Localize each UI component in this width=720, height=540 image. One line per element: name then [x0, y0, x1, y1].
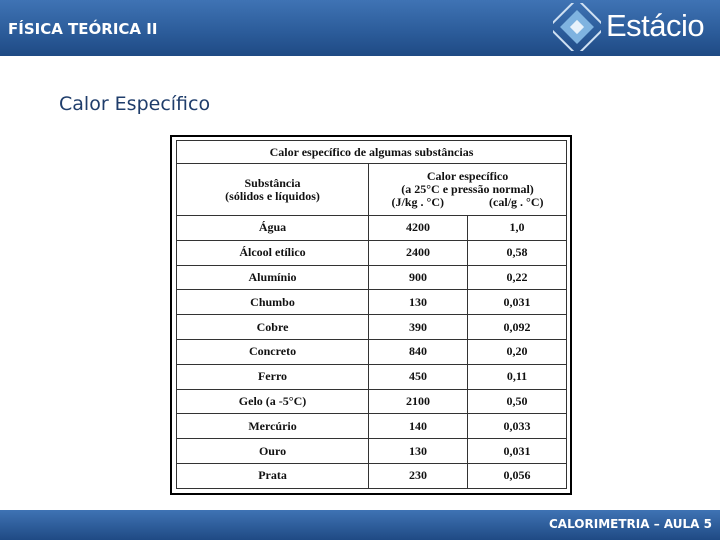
table: Calor específico de algumas substâncias …	[175, 140, 568, 489]
table-cell: 0,092	[466, 314, 568, 340]
table-cell: Gelo (a -5°C)	[175, 388, 370, 415]
table-caption: Calor específico de algumas substâncias	[176, 140, 567, 164]
table-row: Ouro 130 0,031	[175, 438, 568, 464]
footer-bar: CALORIMETRIA – AULA 5	[0, 510, 720, 540]
header-row: Substância (sólidos e líquidos) Calor espe…	[175, 163, 567, 216]
substance-header: Substância (sólidos e líquidos)	[175, 163, 370, 216]
table-cell: Mercúrio	[175, 413, 370, 440]
header-bar: FÍSICA TEÓRICA II Estácio	[0, 0, 720, 56]
course-title: FÍSICA TEÓRICA II	[8, 20, 158, 38]
table-row: Alumínio 900 0,22	[175, 264, 568, 291]
header-line: Substância	[244, 175, 301, 190]
table-cell: Álcool etílico	[175, 239, 370, 266]
unit: (J/kg . °C)	[391, 195, 445, 209]
logo-icon	[553, 3, 601, 51]
table-cell: 2100	[368, 388, 468, 415]
unit: (cal/g . °C)	[489, 195, 544, 209]
table-cell: 390	[368, 314, 468, 340]
table-cell: 140	[368, 413, 468, 440]
table-row: Água 4200 1,0	[175, 215, 568, 241]
header-line: (a 25°C e pressão normal)	[401, 182, 534, 196]
table-cell: Concreto	[175, 338, 370, 365]
table-cell: 130	[368, 289, 468, 316]
table-cell: 1,0	[466, 215, 568, 241]
table-cell: 0,031	[466, 289, 568, 316]
table-row: Ferro 450 0,11	[175, 363, 568, 390]
table-row: Álcool etílico 2400 0,58	[175, 239, 568, 266]
table-cell: 450	[368, 363, 468, 390]
header-line: (sólidos e líquidos)	[225, 188, 320, 203]
table-cell: 0,50	[466, 388, 568, 415]
table-cell: Alumínio	[175, 264, 370, 291]
table-cell: 230	[368, 462, 468, 489]
table-cell: 0,22	[466, 264, 568, 291]
table-cell: 0,58	[466, 239, 568, 266]
table-row: Mercúrio 140 0,033	[175, 413, 568, 440]
table-cell: 0,11	[466, 363, 568, 390]
table-cell: 840	[368, 338, 468, 365]
table-cell: Cobre	[175, 314, 370, 340]
table-frame: Calor específico de algumas substâncias …	[170, 135, 572, 495]
table-cell: Ouro	[175, 438, 370, 464]
units-line: (J/kg . °C) (cal/g . °C)	[369, 196, 566, 209]
table-cell: 0,031	[466, 438, 568, 464]
footer-text: CALORIMETRIA – AULA 5	[548, 517, 712, 531]
table-cell: Prata	[175, 462, 370, 489]
table-cell: 0,056	[466, 462, 568, 489]
slide-title: Calor Específico	[59, 93, 211, 115]
logo-text: Estácio	[606, 8, 705, 43]
table-cell: 900	[368, 264, 468, 291]
table-row: Gelo (a -5°C) 2100 0,50	[175, 388, 568, 415]
table-cell: Ferro	[175, 363, 370, 390]
table-row: Concreto 840 0,20	[175, 338, 568, 365]
table-cell: 0,20	[466, 338, 568, 365]
heat-header: Calor específico (a 25°C e pressão normal…	[368, 163, 567, 216]
table-cell: Chumbo	[175, 289, 370, 316]
header-line: Calor específico	[426, 169, 509, 183]
table-row: Cobre 390 0,092	[175, 314, 568, 340]
table-cell: 4200	[368, 215, 468, 241]
table-cell: 0,033	[466, 413, 568, 440]
table-cell: 130	[368, 438, 468, 464]
table-row: Prata 230 0,056	[175, 462, 568, 489]
table-cell: Água	[175, 215, 370, 241]
table-row: Chumbo 130 0,031	[175, 289, 568, 316]
table-cell: 2400	[368, 239, 468, 266]
